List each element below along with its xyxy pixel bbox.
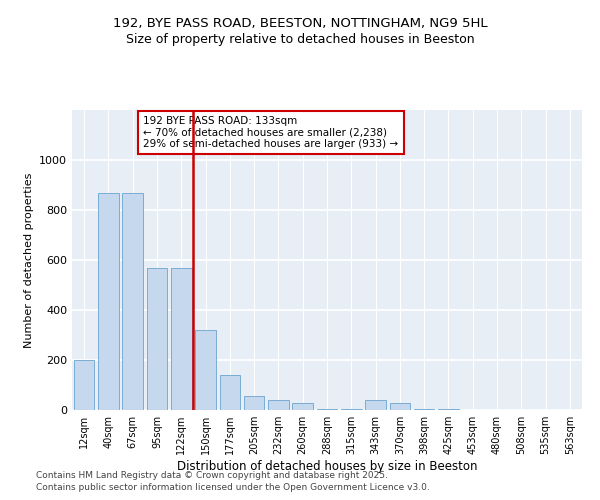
Bar <box>195 330 216 410</box>
Bar <box>268 400 289 410</box>
Bar <box>365 400 386 410</box>
Y-axis label: Number of detached properties: Number of detached properties <box>23 172 34 348</box>
Bar <box>146 268 167 410</box>
Text: Contains HM Land Registry data © Crown copyright and database right 2025.: Contains HM Land Registry data © Crown c… <box>36 471 388 480</box>
Bar <box>438 409 459 410</box>
Text: 192, BYE PASS ROAD, BEESTON, NOTTINGHAM, NG9 5HL: 192, BYE PASS ROAD, BEESTON, NOTTINGHAM,… <box>113 18 487 30</box>
Bar <box>317 409 337 410</box>
Text: Size of property relative to detached houses in Beeston: Size of property relative to detached ho… <box>125 32 475 46</box>
X-axis label: Distribution of detached houses by size in Beeston: Distribution of detached houses by size … <box>177 460 477 473</box>
Bar <box>414 409 434 410</box>
Text: Contains public sector information licensed under the Open Government Licence v3: Contains public sector information licen… <box>36 484 430 492</box>
Bar <box>122 192 143 410</box>
Bar <box>220 375 240 410</box>
Bar <box>244 396 265 410</box>
Bar <box>389 402 410 410</box>
Bar <box>74 360 94 410</box>
Bar <box>98 192 119 410</box>
Bar <box>171 268 191 410</box>
Bar <box>292 402 313 410</box>
Text: 192 BYE PASS ROAD: 133sqm
← 70% of detached houses are smaller (2,238)
29% of se: 192 BYE PASS ROAD: 133sqm ← 70% of detac… <box>143 116 398 149</box>
Bar <box>341 409 362 410</box>
